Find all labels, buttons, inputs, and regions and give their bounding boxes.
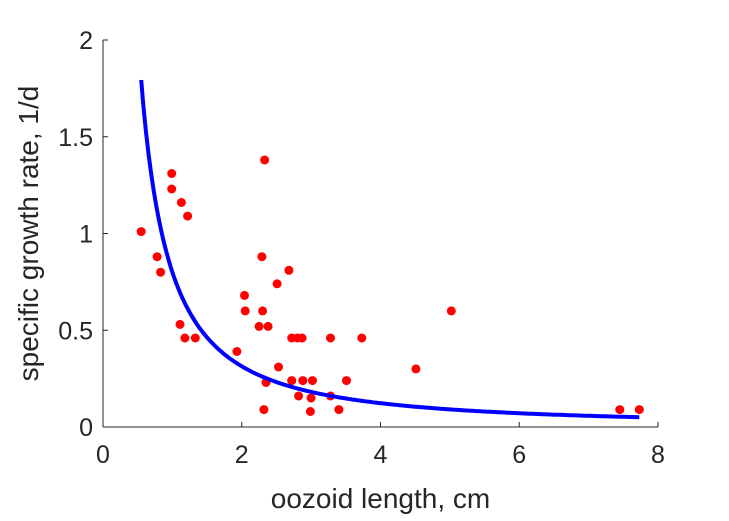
- data-point: [258, 306, 268, 316]
- x-tick-label: 4: [374, 441, 388, 469]
- data-point: [411, 364, 421, 374]
- data-point: [156, 267, 166, 277]
- data-point: [183, 211, 193, 221]
- axes: 0 2 4 6 8 0 0.5 1 1.5 2 oozoid length, cm specif…: [13, 27, 665, 514]
- data-point: [167, 169, 177, 178]
- data-point: [634, 405, 644, 415]
- data-point: [326, 333, 335, 343]
- plot-area: [136, 79, 644, 420]
- data-point: [175, 319, 185, 329]
- data-point: [308, 376, 317, 386]
- x-tick-label: 8: [651, 441, 665, 469]
- data-point: [305, 407, 315, 416]
- data-point: [287, 376, 297, 386]
- data-point: [446, 306, 456, 316]
- x-axis-label: oozoid length, cm: [271, 483, 490, 514]
- data-point: [357, 333, 367, 343]
- data-point: [297, 333, 307, 343]
- data-point: [240, 306, 250, 316]
- data-point: [259, 405, 269, 415]
- y-tick-label: 1.5: [58, 124, 93, 152]
- data-point: [284, 265, 294, 275]
- y-axis-label: specific growth rate, 1/d: [13, 86, 44, 382]
- data-point: [190, 333, 200, 343]
- x-tick-label: 0: [96, 441, 110, 469]
- y-tick-label: 0: [79, 414, 93, 442]
- y-tick-label: 0.5: [58, 317, 93, 345]
- data-point: [306, 393, 316, 403]
- y-axis-ticks: 0 0.5 1 1.5 2: [58, 27, 108, 442]
- data-point: [232, 347, 242, 356]
- y-tick-label: 2: [79, 27, 93, 55]
- data-point: [152, 252, 162, 262]
- data-point: [257, 252, 267, 262]
- y-tick-label: 1: [79, 221, 93, 249]
- data-point: [254, 321, 264, 331]
- data-point: [272, 279, 282, 289]
- data-point: [342, 376, 351, 386]
- data-point: [260, 155, 270, 165]
- x-tick-label: 6: [512, 441, 526, 469]
- data-point: [240, 290, 249, 300]
- data-point: [334, 405, 344, 415]
- data-point: [298, 376, 308, 386]
- fit-curve: [139, 79, 640, 420]
- data-point: [263, 321, 273, 331]
- data-point: [294, 391, 304, 401]
- data-point: [167, 184, 177, 194]
- scatter-series: [136, 155, 644, 416]
- data-point: [176, 198, 186, 207]
- data-point: [274, 362, 283, 372]
- x-tick-label: 2: [235, 441, 249, 469]
- data-point: [136, 227, 146, 237]
- data-point: [615, 405, 625, 415]
- data-point: [180, 333, 190, 343]
- x-axis-ticks: 0 2 4 6 8: [96, 422, 665, 469]
